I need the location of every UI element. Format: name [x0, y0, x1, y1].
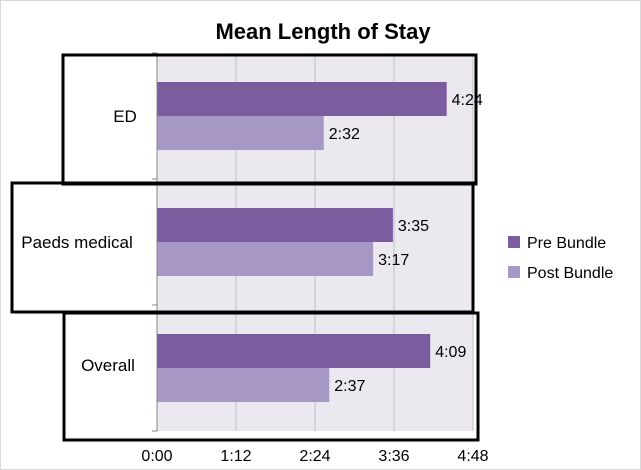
y-axis-ticks: [152, 52, 157, 432]
category-label-2: Overall: [81, 356, 135, 375]
data-labels: 4:24 2:32 3:35 3:17 4:09 2:37: [329, 92, 483, 395]
legend-label-pre: Pre Bundle: [527, 235, 606, 252]
category-label-0: ED: [113, 107, 137, 126]
data-label-pre-0: 4:24: [452, 92, 483, 109]
legend-swatch-post: [508, 266, 520, 278]
x-tick-label-4: 4:48: [457, 448, 488, 465]
data-label-pre-2: 4:09: [435, 344, 466, 361]
category-label-boxes: ED Paeds medical Overall: [10, 53, 480, 442]
legend: Pre Bundle Post Bundle: [508, 235, 613, 282]
bar-pre-1: [157, 208, 393, 242]
bar-post-0: [157, 116, 324, 150]
bar-series: [157, 82, 447, 402]
category-label-1: Paeds medical: [21, 233, 133, 252]
legend-swatch-pre: [508, 236, 520, 248]
x-axis-tick-labels: 0:00 1:12 2:24 3:36 4:48: [141, 448, 488, 465]
chart-title: Mean Length of Stay: [215, 19, 431, 44]
x-tick-label-0: 0:00: [141, 448, 172, 465]
x-tick-label-2: 2:24: [299, 448, 330, 465]
data-label-post-1: 3:17: [378, 252, 409, 269]
x-tick-label-1: 1:12: [220, 448, 251, 465]
category-box-2: [62, 311, 480, 442]
legend-label-post: Post Bundle: [527, 265, 613, 282]
data-label-post-2: 2:37: [334, 378, 365, 395]
x-tick-label-3: 3:36: [378, 448, 409, 465]
bar-post-1: [157, 242, 374, 276]
bar-pre-0: [157, 82, 447, 116]
data-label-post-0: 2:32: [329, 126, 360, 143]
data-label-pre-1: 3:35: [398, 218, 429, 235]
bar-post-2: [157, 368, 330, 402]
bar-pre-2: [157, 334, 431, 368]
